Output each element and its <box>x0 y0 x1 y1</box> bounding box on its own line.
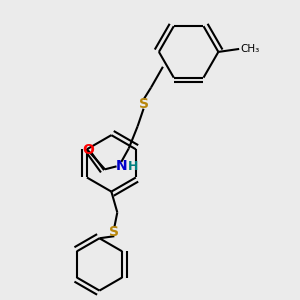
Text: N: N <box>116 159 127 173</box>
Text: S: S <box>139 97 148 111</box>
Text: O: O <box>83 143 94 157</box>
Text: S: S <box>109 225 119 239</box>
Text: CH₃: CH₃ <box>241 44 260 54</box>
Text: H: H <box>128 160 138 173</box>
